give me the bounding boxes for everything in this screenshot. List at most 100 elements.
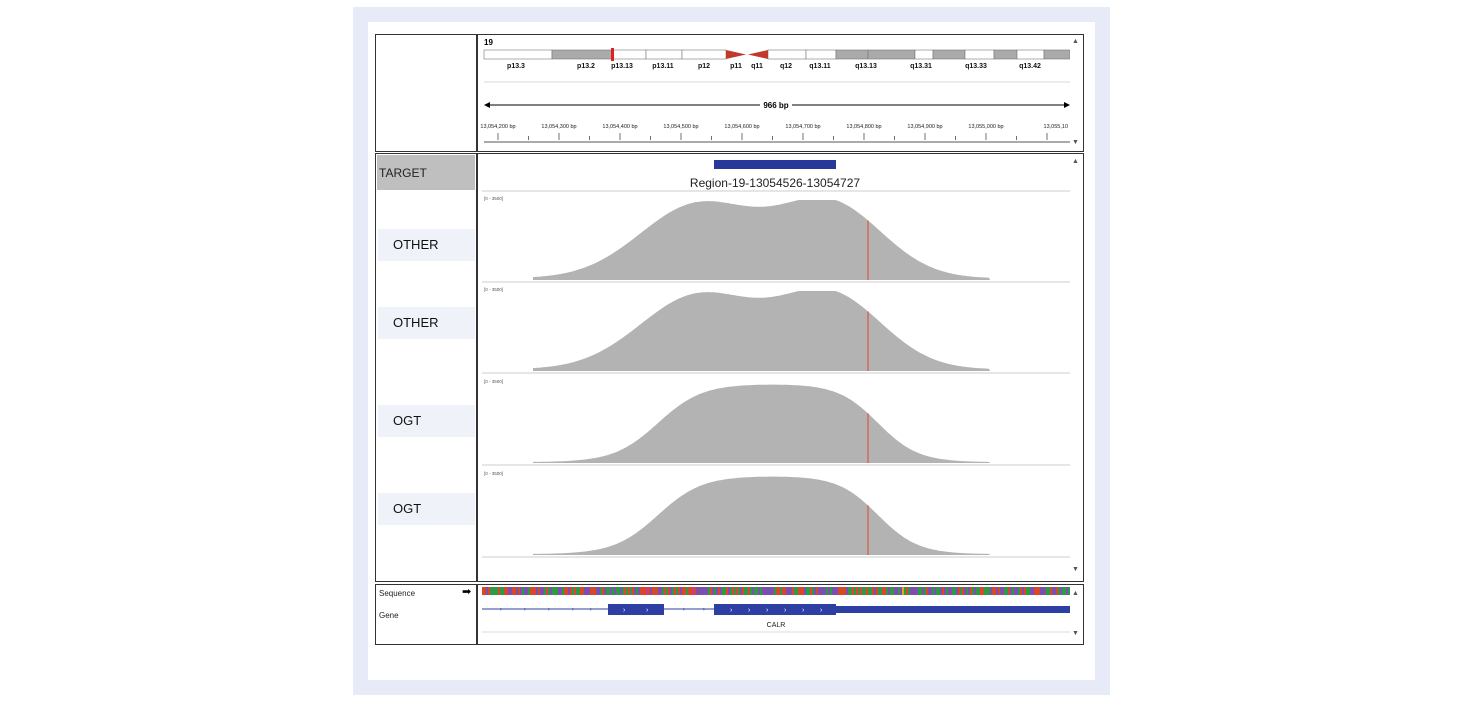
ideogram[interactable]	[483, 48, 1070, 83]
base-color-bar	[1042, 587, 1044, 595]
base-color-bar	[692, 587, 694, 595]
coverage-track[interactable]: [0 - 3500]	[482, 471, 1070, 558]
scroll-up-icon[interactable]: ▲	[1072, 590, 1079, 597]
base-color-bar	[720, 587, 722, 595]
base-color-bar	[858, 587, 860, 595]
base-color-bar	[622, 587, 624, 595]
target-region-bar[interactable]	[714, 160, 836, 169]
base-color-bar	[726, 587, 728, 595]
base-color-bar	[970, 587, 972, 595]
base-color-bar	[932, 587, 934, 595]
base-color-bar	[976, 587, 978, 595]
ruler-ticks[interactable]: 13,054,200 bp 13,054,300 bp 13,054,400 bp 1…	[480, 124, 1068, 140]
strand-arrow-icon: ›	[683, 607, 685, 613]
base-color-bar	[500, 587, 502, 595]
base-color-bar	[690, 587, 692, 595]
base-color-bar	[948, 587, 950, 595]
base-color-bar	[910, 587, 912, 595]
gene-track[interactable]: › › › › › › › › › › › › › › ›	[482, 604, 1070, 615]
track-label-2: OTHER	[393, 315, 439, 330]
base-color-bar	[588, 587, 590, 595]
base-color-bar	[644, 587, 646, 595]
base-color-bar	[606, 587, 608, 595]
base-color-bar	[1024, 587, 1026, 595]
coverage-track[interactable]: [0 - 3500]	[482, 196, 1070, 283]
base-color-bar	[938, 587, 940, 595]
target-name-box[interactable]: TARGET	[377, 155, 475, 190]
base-color-bar	[712, 587, 714, 595]
base-color-bar	[740, 587, 742, 595]
base-color-bar	[702, 587, 704, 595]
base-color-bar	[896, 587, 898, 595]
strand-arrow-icon: ›	[590, 607, 592, 613]
track-name-2[interactable]: OTHER	[378, 307, 475, 339]
ideogram-band	[1043, 49, 1070, 60]
base-color-bar	[870, 587, 872, 595]
scroll-down-icon[interactable]: ▼	[1072, 566, 1079, 573]
base-color-bar	[898, 587, 900, 595]
scroll-down-icon[interactable]: ▼	[1072, 630, 1079, 637]
base-color-bar	[750, 587, 752, 595]
base-color-bar	[716, 587, 718, 595]
strand-arrow-icon: ›	[572, 607, 574, 613]
base-color-bar	[642, 587, 644, 595]
base-color-bar	[730, 587, 732, 595]
base-color-bar	[824, 587, 826, 595]
band-label: q13.31	[910, 63, 932, 70]
band-label: q13.11	[809, 63, 831, 70]
base-color-bar	[684, 587, 686, 595]
base-color-bar	[954, 587, 956, 595]
ruler-tick-label: 13,054,700 bp	[785, 124, 820, 130]
span-label-bg	[760, 99, 792, 111]
coverage-histogram	[533, 384, 990, 463]
track-label-4: OGT	[393, 501, 422, 516]
base-color-bar	[538, 587, 540, 595]
base-color-bar	[920, 587, 922, 595]
base-color-bar	[802, 587, 804, 595]
scroll-down-icon[interactable]: ▼	[1072, 139, 1079, 146]
base-color-bar	[810, 587, 812, 595]
base-color-bar	[568, 587, 570, 595]
coverage-track[interactable]: [0 - 3500]	[482, 287, 1070, 374]
base-color-bar	[860, 587, 862, 595]
sequence-track[interactable]	[482, 587, 1070, 595]
data-scrollbar[interactable]: ▲ ▼	[1070, 155, 1082, 580]
base-color-bar	[624, 587, 626, 595]
base-color-bar	[944, 587, 946, 595]
feature-scrollbar[interactable]: ▲ ▼	[1070, 586, 1082, 643]
track-name-3[interactable]: OGT	[378, 405, 475, 437]
base-color-bar	[706, 587, 708, 595]
base-color-bar	[878, 587, 880, 595]
base-color-bar	[632, 587, 634, 595]
base-color-bar	[556, 587, 558, 595]
track-label-1: OTHER	[393, 237, 439, 252]
base-color-bar	[526, 587, 528, 595]
base-color-bar	[922, 587, 924, 595]
base-color-bar	[1010, 587, 1012, 595]
coverage-track[interactable]: [0 - 3500]	[482, 379, 1070, 466]
span-arrow-right	[1064, 102, 1070, 108]
header-scrollbar[interactable]: ▲ ▼	[1070, 36, 1082, 150]
base-color-bar	[792, 587, 794, 595]
base-color-bar	[722, 587, 724, 595]
scroll-up-icon[interactable]: ▲	[1072, 38, 1079, 45]
base-color-bar	[686, 587, 688, 595]
base-color-bar	[484, 587, 486, 595]
base-color-bar	[562, 587, 564, 595]
band-label: p13.11	[652, 63, 674, 70]
base-color-bar	[602, 587, 604, 595]
base-color-bar	[844, 587, 846, 595]
ideogram-band	[964, 49, 995, 60]
base-color-bar	[516, 587, 518, 595]
band-label: q11	[751, 63, 763, 70]
base-color-bar	[884, 587, 886, 595]
track-name-4[interactable]: OGT	[378, 493, 475, 525]
base-color-bar	[1004, 587, 1006, 595]
strand-arrow-icon: ›	[784, 607, 787, 614]
scroll-up-icon[interactable]: ▲	[1072, 158, 1079, 165]
base-color-bar	[496, 587, 498, 595]
gene-utr	[836, 606, 1070, 613]
sequence-strand-arrow-icon[interactable]: ➡	[462, 586, 472, 598]
ideogram-band	[835, 49, 869, 60]
track-name-1[interactable]: OTHER	[378, 229, 475, 261]
